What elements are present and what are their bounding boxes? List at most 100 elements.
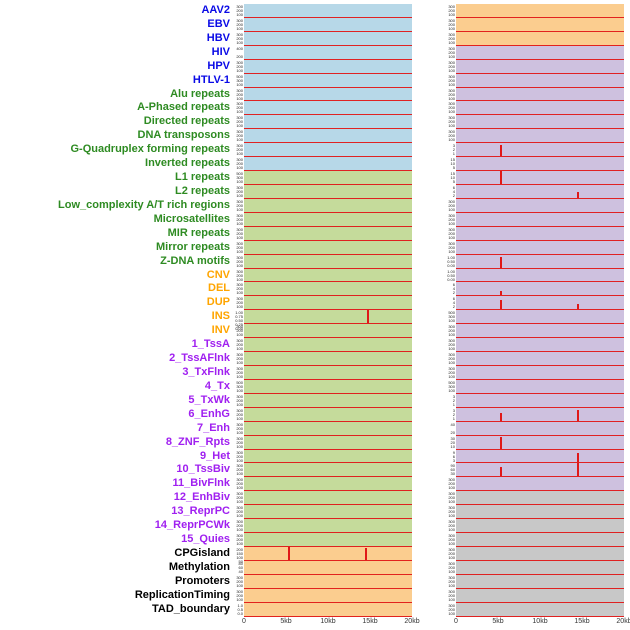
right-y-axis: 300 200 100 — [442, 491, 456, 505]
signal-baseline — [244, 559, 412, 561]
column-gap — [412, 255, 442, 269]
y-tick-label: 200 — [448, 564, 455, 570]
right-track-panel — [456, 379, 624, 394]
signal-baseline — [456, 211, 624, 213]
left-y-axis: 300 200 100 — [230, 575, 244, 589]
x-tick-label: 0 — [242, 618, 246, 625]
y-tick-label: 100 — [448, 39, 455, 45]
y-tick-label: 100 — [236, 151, 243, 157]
track-label: HPV — [207, 59, 230, 72]
track-row: 8_ZNF_Rpts 300 200 100 30 20 10 — [0, 435, 630, 450]
right-y-axis: 300 200 100 — [442, 4, 456, 18]
y-tick-label: 300 — [236, 282, 243, 288]
left-y-axis: 300 200 100 — [230, 143, 244, 157]
y-tick-label: 200 — [236, 369, 243, 375]
left-track-panel — [244, 560, 412, 575]
track-label: 8_ZNF_Rpts — [165, 435, 230, 448]
track-label: L2 repeats — [174, 184, 230, 197]
left-y-axis: 300 200 100 — [230, 463, 244, 477]
signal-baseline — [244, 448, 412, 450]
signal-baseline — [456, 323, 624, 325]
left-y-axis: 300 200 100 — [230, 4, 244, 18]
y-tick-label: 100 — [448, 220, 455, 226]
y-tick-label: 200 — [236, 439, 243, 445]
y-tick-label: 300 — [448, 17, 455, 23]
signal-baseline — [456, 58, 624, 60]
y-tick-label: 300 — [448, 338, 455, 344]
y-tick-label: 200 — [448, 537, 455, 543]
right-y-axis: 300 200 100 — [442, 115, 456, 129]
right-y-axis: 300 200 100 — [442, 74, 456, 88]
signal-baseline — [244, 58, 412, 60]
column-gap — [412, 101, 442, 115]
signal-baseline — [456, 100, 624, 102]
y-tick-label: 200 — [236, 8, 243, 13]
right-y-axis: 300 200 100 — [442, 547, 456, 561]
left-track-panel — [244, 324, 412, 339]
y-tick-label: 300 — [236, 477, 243, 483]
left-y-axis: 300 200 100 — [230, 533, 244, 547]
column-gap — [412, 547, 442, 561]
y-tick-label: 200 — [448, 481, 455, 487]
left-y-axis: 300 200 100 — [230, 338, 244, 352]
left-track-panel — [244, 449, 412, 464]
y-tick-label: 2 — [452, 290, 455, 296]
signal-baseline — [244, 211, 412, 213]
track-row: EBV 300 200 100 300 200 100 — [0, 17, 630, 32]
track-label: TAD_boundary — [151, 602, 230, 615]
y-tick-label: 300 — [448, 198, 455, 204]
left-track-panel — [244, 296, 412, 311]
signal-baseline — [244, 253, 412, 255]
y-tick-label: 300 — [236, 77, 243, 83]
signal-baseline — [244, 490, 412, 492]
y-tick-label: 300 — [236, 240, 243, 246]
column-gap — [412, 310, 442, 324]
track-row: HIV 400 200 300 200 100 — [0, 45, 630, 60]
track-label: 12_EnhBiv — [173, 491, 230, 504]
signal-peak — [499, 145, 502, 157]
y-tick-label: 6 — [452, 296, 455, 302]
right-y-axis: 500 300 100 — [442, 380, 456, 394]
y-tick-label: 100 — [236, 401, 243, 407]
y-tick-label: 15 — [450, 171, 455, 177]
right-y-axis: 300 200 100 — [442, 199, 456, 213]
y-tick-label: 100 — [236, 304, 243, 310]
signal-baseline — [456, 337, 624, 339]
signal-peak — [576, 304, 579, 310]
y-tick-label: 6 — [452, 282, 455, 288]
y-tick-label: 200 — [448, 91, 455, 97]
y-tick-label: 100 — [448, 109, 455, 115]
y-tick-label: 200 — [448, 49, 455, 55]
signal-baseline — [456, 267, 624, 269]
left-track-panel — [244, 212, 412, 227]
column-gap — [412, 408, 442, 422]
signal-baseline — [244, 267, 412, 269]
y-tick-label: 100 — [236, 234, 243, 240]
y-tick-label: 200 — [448, 202, 455, 208]
signal-baseline — [456, 462, 624, 464]
y-tick-label: 200 — [448, 8, 455, 13]
track-row: 9_Het 300 200 100 9 6 3 — [0, 449, 630, 464]
track-label: A-Phased repeats — [137, 101, 230, 114]
column-gap — [412, 241, 442, 255]
right-track-panel — [456, 393, 624, 408]
column-gap — [412, 185, 442, 199]
right-y-axis: 15 10 5 — [442, 157, 456, 171]
y-tick-label: 100 — [236, 109, 243, 115]
left-track-panel — [244, 157, 412, 172]
y-tick-label: 300 — [448, 574, 455, 580]
right-y-axis: 300 200 100 — [442, 519, 456, 533]
y-tick-label: 100 — [236, 137, 243, 143]
y-tick-label: 300 — [236, 226, 243, 232]
y-tick-label: 100 — [236, 596, 243, 602]
signal-baseline — [456, 532, 624, 534]
track-label: EBV — [207, 17, 230, 30]
y-tick-label: 200 — [236, 35, 243, 41]
signal-peak — [576, 463, 579, 477]
right-track-panel — [456, 338, 624, 353]
right-track-panel — [456, 491, 624, 506]
right-y-axis: 300 200 100 — [442, 213, 456, 227]
y-tick-label: 300 — [236, 175, 243, 181]
right-track-panel — [456, 505, 624, 520]
